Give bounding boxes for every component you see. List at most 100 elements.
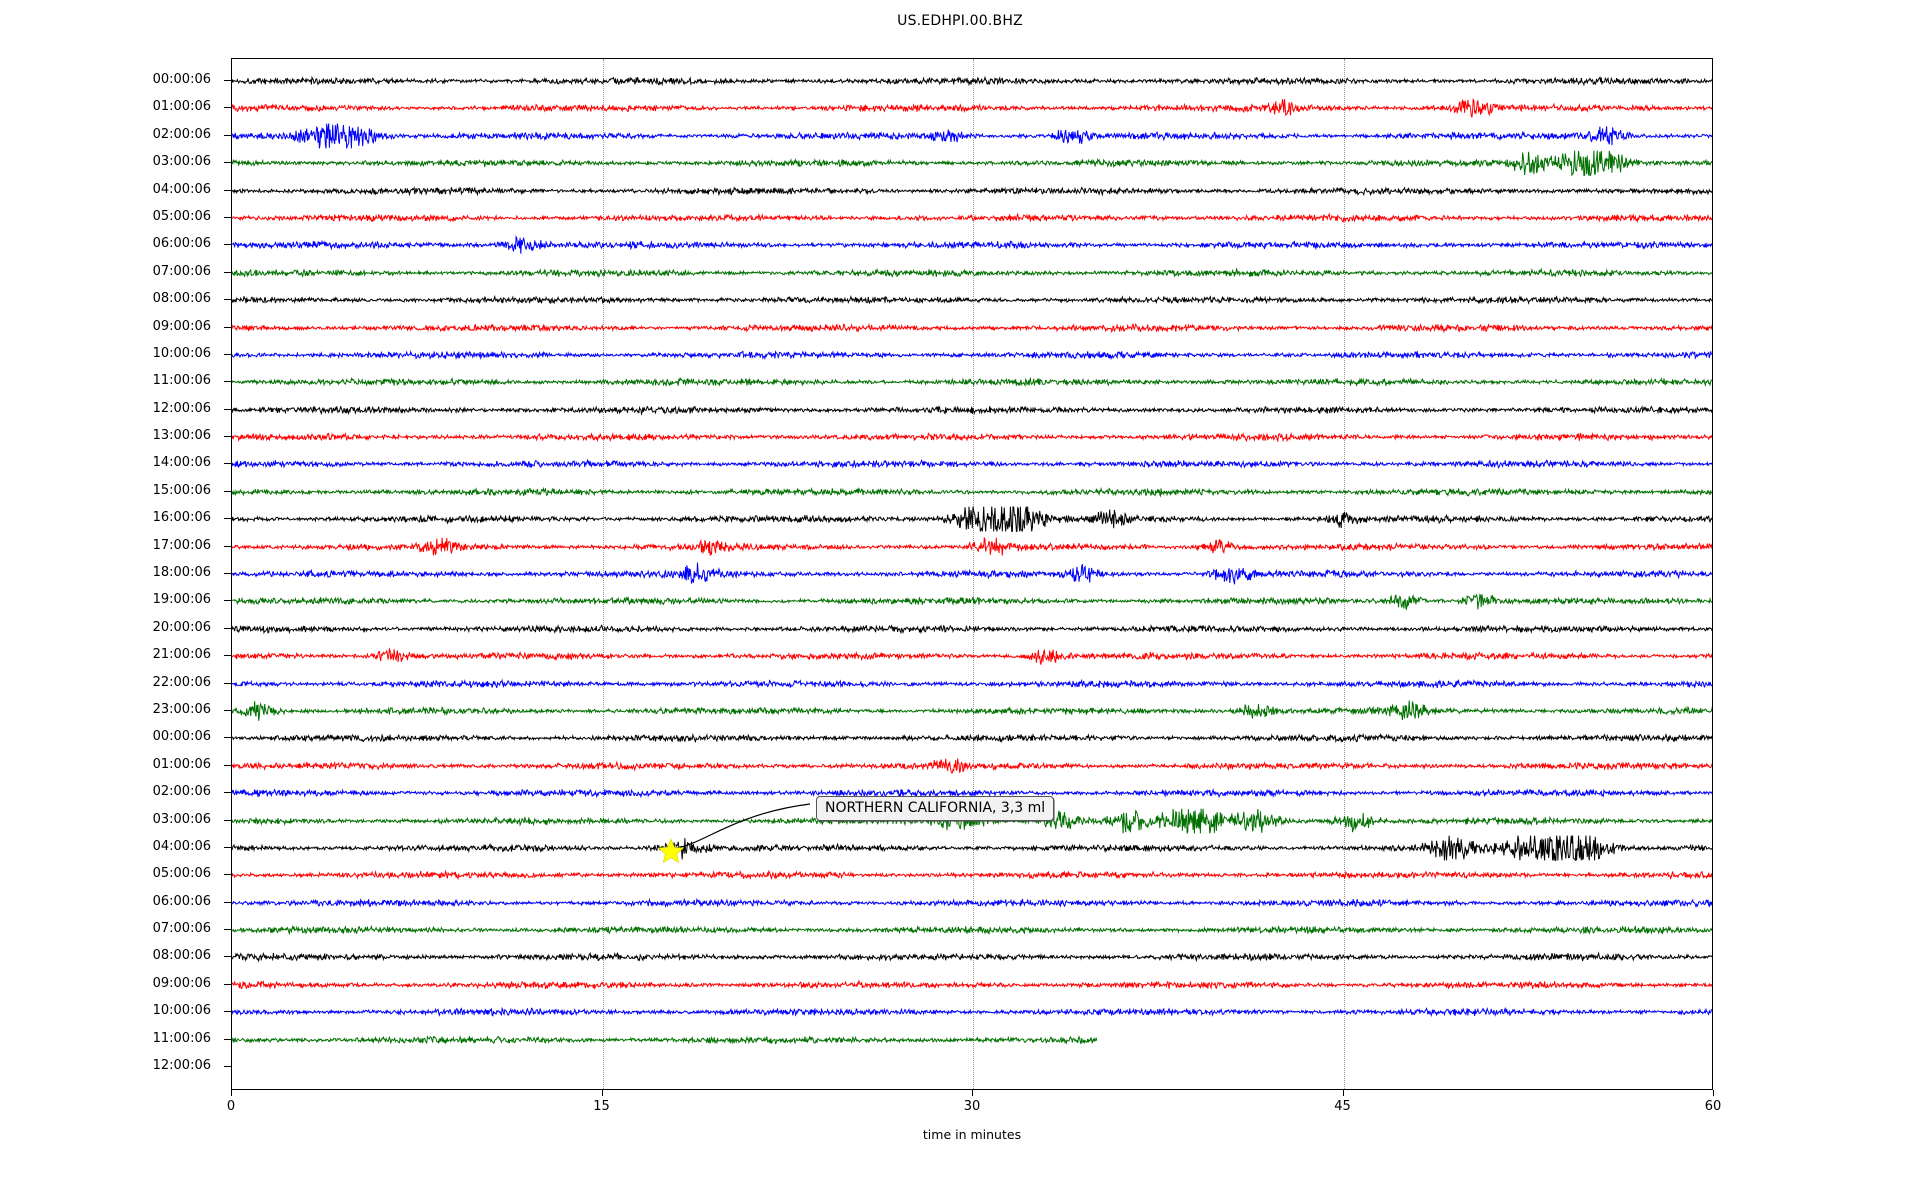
y-tick-mark-22 (224, 682, 231, 684)
seismic-trace-row-31 (232, 917, 1712, 943)
y-axis-tick-label: 11:00:06 (152, 1030, 211, 1046)
y-tick-mark-26 (224, 792, 231, 794)
y-tick-mark-11 (224, 381, 231, 383)
y-axis-tick-label: 00:00:06 (152, 729, 211, 745)
x-tick-mark-60 (1713, 1090, 1714, 1096)
seismic-trace-row-15 (232, 479, 1712, 505)
y-axis-tick-label: 06:00:06 (152, 236, 211, 252)
plot-area (232, 59, 1712, 1089)
seismic-trace-row-23 (232, 698, 1712, 724)
x-tick-mark-45 (1342, 1090, 1344, 1096)
y-axis-tick-label: 10:00:06 (152, 1003, 211, 1019)
seismic-trace-row-2 (232, 123, 1712, 149)
y-axis-tick-label: 02:00:06 (152, 784, 211, 800)
y-tick-mark-31 (224, 929, 231, 931)
y-tick-mark-29 (224, 874, 231, 876)
y-axis-tick-label: 21:00:06 (152, 647, 211, 663)
y-tick-mark-13 (224, 436, 231, 438)
y-tick-mark-20 (224, 627, 231, 629)
y-axis-tick-label: 16:00:06 (152, 510, 211, 526)
y-tick-mark-15 (224, 490, 231, 492)
y-tick-mark-9 (224, 326, 231, 328)
x-tick-mark-15 (601, 1090, 603, 1096)
y-axis-tick-label: 09:00:06 (152, 318, 211, 334)
y-axis-tick-label: 06:00:06 (152, 893, 211, 909)
y-axis-tick-label: 10:00:06 (152, 345, 211, 361)
y-tick-mark-17 (224, 545, 231, 547)
seismic-trace-row-12 (232, 397, 1712, 423)
y-axis-tick-label: 07:00:06 (152, 921, 211, 937)
y-axis-tick-label: 09:00:06 (152, 975, 211, 991)
y-tick-mark-14 (224, 463, 231, 465)
y-tick-mark-7 (224, 271, 231, 273)
y-tick-mark-5 (224, 216, 231, 218)
page-title: US.EDHPI.00.BHZ (897, 13, 1023, 29)
y-tick-mark-21 (224, 655, 231, 657)
seismic-trace-row-14 (232, 451, 1712, 477)
seismic-trace-row-21 (232, 643, 1712, 669)
y-axis-tick-label: 03:00:06 (152, 154, 211, 170)
seismic-trace-row-18 (232, 561, 1712, 587)
y-tick-mark-35 (224, 1038, 231, 1040)
seismic-trace-row-8 (232, 287, 1712, 313)
y-tick-mark-23 (224, 709, 231, 711)
seismic-trace-row-25 (232, 753, 1712, 779)
y-axis-tick-label: 12:00:06 (152, 400, 211, 416)
seismic-trace-row-5 (232, 205, 1712, 231)
y-axis-tick-label: 14:00:06 (152, 455, 211, 471)
y-tick-mark-3 (224, 162, 231, 164)
y-axis-tick-label: 12:00:06 (152, 1058, 211, 1073)
y-axis-tick-label: 00:00:06 (152, 72, 211, 87)
y-tick-mark-1 (224, 107, 231, 109)
y-axis-tick-label: 08:00:06 (152, 948, 211, 964)
earthquake-annotation-label: NORTHERN CALIFORNIA, 3,3 ml (816, 796, 1055, 821)
y-axis-tick-label: 01:00:06 (152, 756, 211, 772)
seismic-trace-row-30 (232, 890, 1712, 916)
gridline-minute-15 (602, 59, 604, 1089)
y-tick-mark-30 (224, 901, 231, 903)
y-axis-tick-label: 05:00:06 (152, 866, 211, 882)
seismic-trace-row-34 (232, 999, 1712, 1025)
seismic-trace-row-4 (232, 178, 1712, 204)
x-tick-mark-30 (972, 1090, 973, 1096)
seismic-trace-row-7 (232, 260, 1712, 286)
gridline-minute-30 (973, 59, 974, 1089)
y-tick-mark-10 (224, 353, 231, 355)
seismic-trace-row-29 (232, 862, 1712, 888)
seismic-trace-row-32 (232, 944, 1712, 970)
y-tick-mark-6 (224, 244, 231, 246)
y-tick-mark-28 (224, 846, 231, 848)
seismic-trace-row-9 (232, 315, 1712, 341)
y-axis-tick-label: 22:00:06 (152, 674, 211, 690)
x-axis-tick-label: 60 (1704, 1099, 1722, 1114)
y-axis-tick-label: 05:00:06 (152, 208, 211, 224)
x-axis-tick-label: 15 (593, 1099, 610, 1114)
gridline-minute-45 (1343, 59, 1345, 1089)
seismic-trace-row-22 (232, 671, 1712, 697)
earthquake-star-icon (658, 838, 684, 864)
y-axis-tick-label: 04:00:06 (152, 838, 211, 854)
seismic-trace-row-0 (232, 68, 1712, 94)
y-tick-mark-36 (224, 1066, 231, 1067)
seismic-trace-row-16 (232, 506, 1712, 533)
seismic-trace-row-10 (232, 342, 1712, 368)
y-axis-tick-label: 23:00:06 (152, 701, 211, 717)
y-axis-tick-label: 17:00:06 (152, 537, 211, 553)
y-tick-mark-2 (224, 134, 231, 136)
y-axis-tick-label: 18:00:06 (152, 565, 211, 580)
y-tick-mark-27 (224, 819, 231, 821)
x-axis-tick-label: 45 (1334, 1099, 1351, 1114)
y-tick-mark-16 (224, 518, 231, 520)
x-axis-tick-label: 30 (963, 1099, 981, 1114)
seismic-trace-row-6 (232, 232, 1712, 258)
y-tick-mark-12 (224, 408, 231, 410)
y-tick-mark-33 (224, 983, 231, 985)
y-axis-tick-label: 20:00:06 (152, 619, 211, 635)
seismic-trace-row-13 (232, 424, 1712, 450)
y-axis-tick-label: 15:00:06 (152, 482, 211, 498)
seismic-trace-row-28 (232, 835, 1712, 861)
seismic-trace-row-1 (232, 95, 1712, 121)
x-axis-title: time in minutes (922, 1127, 1022, 1142)
y-tick-mark-4 (224, 189, 231, 191)
